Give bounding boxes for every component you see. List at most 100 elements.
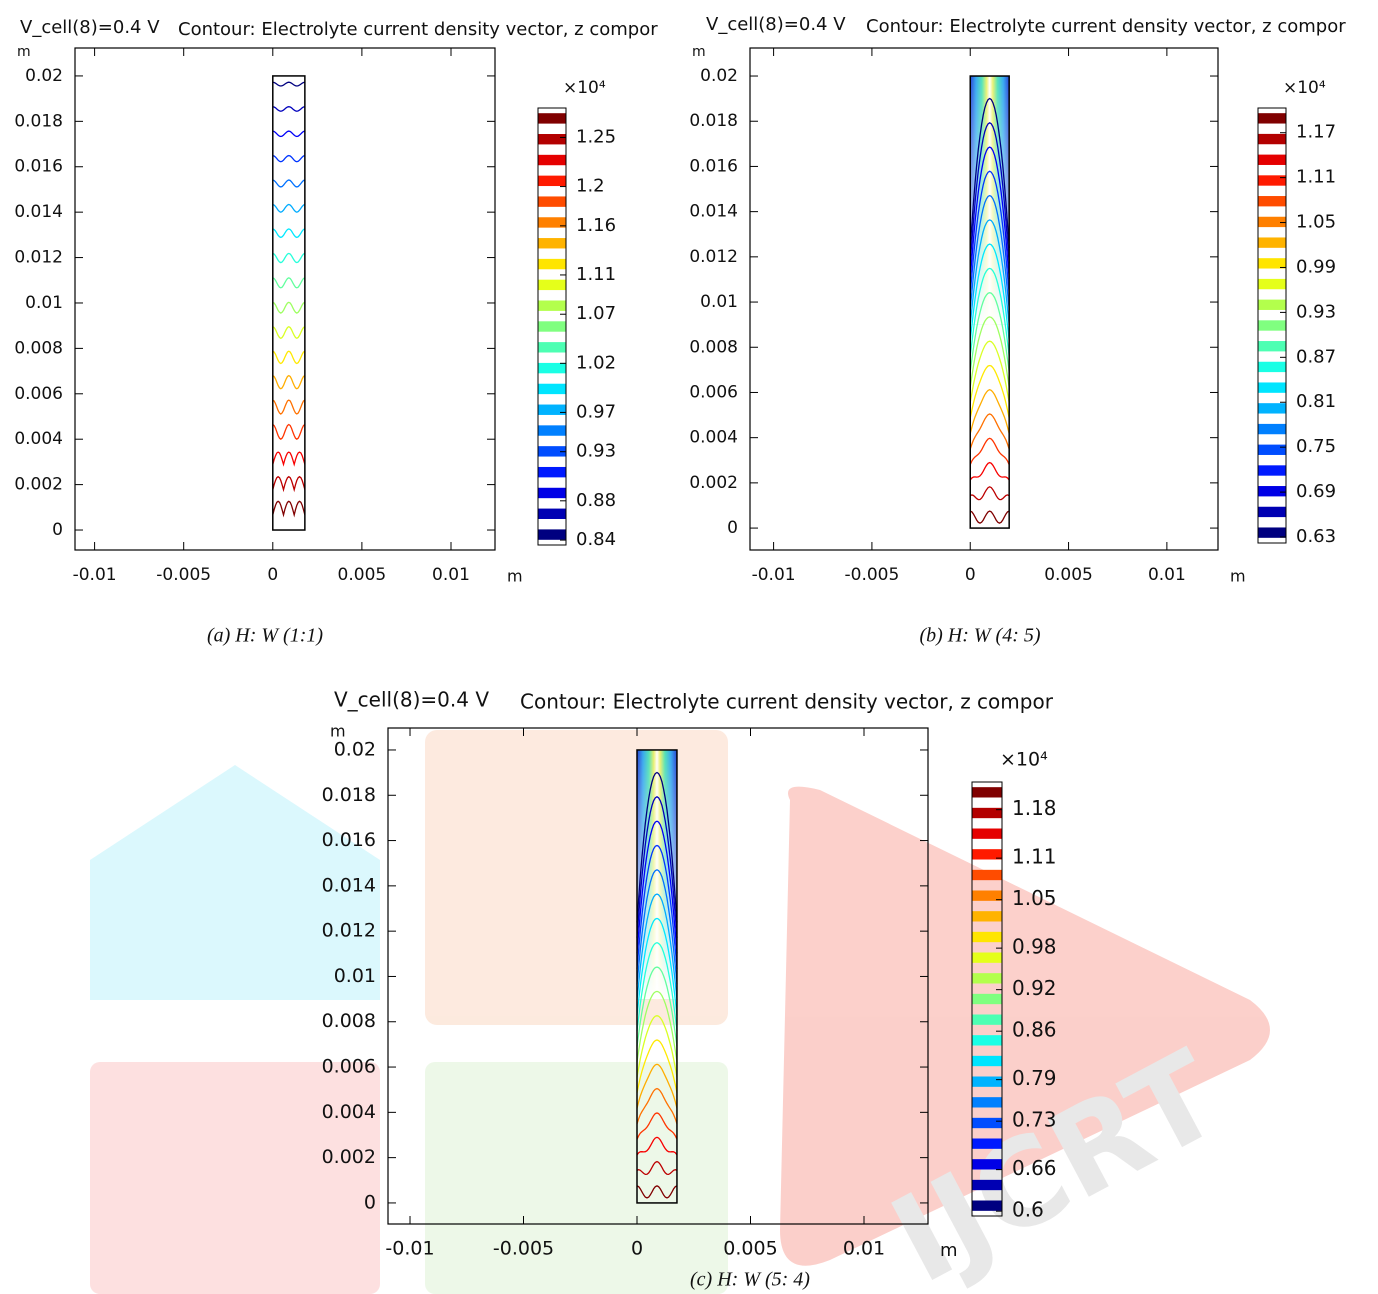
colorbar-tick-label: 0.88 xyxy=(576,490,616,511)
colorbar-band xyxy=(972,1180,1002,1190)
colorbar-band xyxy=(538,342,566,352)
colorbar-tick-label: 0.86 xyxy=(1012,1018,1057,1042)
colorbar-tick-label: 0.98 xyxy=(1012,935,1057,959)
caption: (c) H: W (5: 4) xyxy=(690,1269,810,1291)
y-tick-label: 0 xyxy=(364,1191,376,1213)
contour-line xyxy=(273,180,305,187)
colorbar-tick-label: 1.2 xyxy=(576,176,605,197)
x-tick-label: -0.01 xyxy=(752,565,796,585)
contour-line xyxy=(273,156,305,162)
colorbar-band xyxy=(972,1035,1002,1045)
y-tick-label: 0.01 xyxy=(700,292,738,312)
y-tick-label: 0.012 xyxy=(322,920,376,942)
contour-line xyxy=(273,302,305,313)
colorbar-tick-label: 0.6 xyxy=(1012,1198,1044,1222)
x-tick-label: -0.01 xyxy=(385,1238,434,1260)
colorbar-multiplier: ×10⁴ xyxy=(1283,78,1326,98)
colorbar-band xyxy=(1258,320,1286,330)
colorbar-band xyxy=(972,1118,1002,1128)
contour-line xyxy=(273,327,305,339)
x-tick-label: -0.005 xyxy=(845,565,900,585)
contour-line xyxy=(273,205,305,213)
contour-line xyxy=(273,400,305,414)
y-tick-label: 0.012 xyxy=(689,247,738,267)
colorbar-tick-label: 0.63 xyxy=(1296,526,1336,547)
caption: (a) H: W (1:1) xyxy=(207,625,323,647)
y-tick-label: 0 xyxy=(727,518,738,538)
colorbar-band xyxy=(1258,527,1286,537)
colorbar-band xyxy=(1258,507,1286,517)
chart-title: V_cell(8)=0.4 V xyxy=(706,14,846,35)
colorbar-band xyxy=(972,1159,1002,1169)
colorbar-tick-label: 0.81 xyxy=(1296,391,1336,412)
colorbar-band xyxy=(972,911,1002,921)
chart-subtitle: Contour: Electrolyte current density vec… xyxy=(866,16,1346,37)
x-tick-label: 0.01 xyxy=(843,1238,885,1260)
colorbar-band xyxy=(538,176,566,186)
y-tick-label: 0.016 xyxy=(689,156,738,176)
x-axis-unit: m xyxy=(1230,567,1246,586)
caption: (b) H: W (4: 5) xyxy=(919,625,1040,647)
x-tick-label: -0.005 xyxy=(493,1238,554,1260)
colorbar-band xyxy=(1258,341,1286,351)
colorbar-band xyxy=(972,994,1002,1004)
colorbar-tick-label: 1.25 xyxy=(576,126,616,147)
colorbar-tick-label: 0.69 xyxy=(1296,481,1336,502)
colorbar-band xyxy=(1258,465,1286,475)
y-axis-unit: m xyxy=(330,722,346,741)
x-tick-label: 0.005 xyxy=(1044,565,1093,585)
colorbar-tick-label: 1.11 xyxy=(1296,167,1336,188)
contour-line xyxy=(273,82,305,86)
contour-line xyxy=(273,452,305,464)
colorbar-band xyxy=(972,1097,1002,1107)
colorbar-band xyxy=(972,1139,1002,1149)
colorbar-tick-label: 0.73 xyxy=(1012,1108,1057,1132)
y-tick-label: 0.006 xyxy=(14,384,63,404)
contour-line xyxy=(273,229,305,238)
colorbar-band xyxy=(1258,403,1286,413)
colorbar-band xyxy=(1258,155,1286,165)
y-tick-label: 0.004 xyxy=(689,428,738,448)
x-tick-label: -0.005 xyxy=(156,565,211,585)
colorbar-band xyxy=(972,870,1002,880)
colorbar-band xyxy=(972,1015,1002,1025)
contour-line xyxy=(970,463,1009,481)
contour-line xyxy=(273,131,305,136)
contour-line xyxy=(273,107,305,112)
y-tick-label: 0.018 xyxy=(14,111,63,131)
colorbar-band xyxy=(972,1056,1002,1066)
colorbar-band xyxy=(972,1201,1002,1211)
colorbar-band xyxy=(1258,113,1286,123)
y-tick-label: 0.01 xyxy=(25,293,63,313)
colorbar-band xyxy=(972,953,1002,963)
colorbar-band xyxy=(538,300,566,310)
chart-title: V_cell(8)=0.4 V xyxy=(334,688,489,712)
colorbar-tick-label: 1.18 xyxy=(1012,796,1057,820)
chart-panel: V_cell(8)=0.4 V Contour: Electrolyte curr… xyxy=(689,14,1346,647)
y-tick-label: 0.002 xyxy=(322,1146,376,1168)
contour-line xyxy=(970,390,1009,434)
colorbar-band xyxy=(538,259,566,269)
watermark-shape xyxy=(90,1062,380,1294)
contour-line xyxy=(273,253,305,262)
colorbar-band xyxy=(972,1077,1002,1087)
y-tick-label: 0.016 xyxy=(322,829,376,851)
y-tick-label: 0.018 xyxy=(689,111,738,131)
x-tick-label: 0 xyxy=(965,565,976,585)
colorbar-band xyxy=(538,280,566,290)
contour-line xyxy=(273,501,305,515)
y-tick-label: 0.008 xyxy=(14,338,63,358)
colorbar-band xyxy=(972,829,1002,839)
y-tick-label: 0.002 xyxy=(14,475,63,495)
y-tick-label: 0.01 xyxy=(334,965,376,987)
colorbar-tick-label: 1.11 xyxy=(576,264,616,285)
contour-line xyxy=(970,487,1009,500)
colorbar-band xyxy=(538,196,566,206)
colorbar-band xyxy=(1258,424,1286,434)
colorbar-tick-label: 1.05 xyxy=(1012,886,1057,910)
colorbar-tick-label: 0.75 xyxy=(1296,436,1336,457)
colorbar-band xyxy=(538,509,566,519)
colorbar-band xyxy=(1258,217,1286,227)
y-tick-label: 0.008 xyxy=(689,337,738,357)
contour-line xyxy=(273,425,305,440)
